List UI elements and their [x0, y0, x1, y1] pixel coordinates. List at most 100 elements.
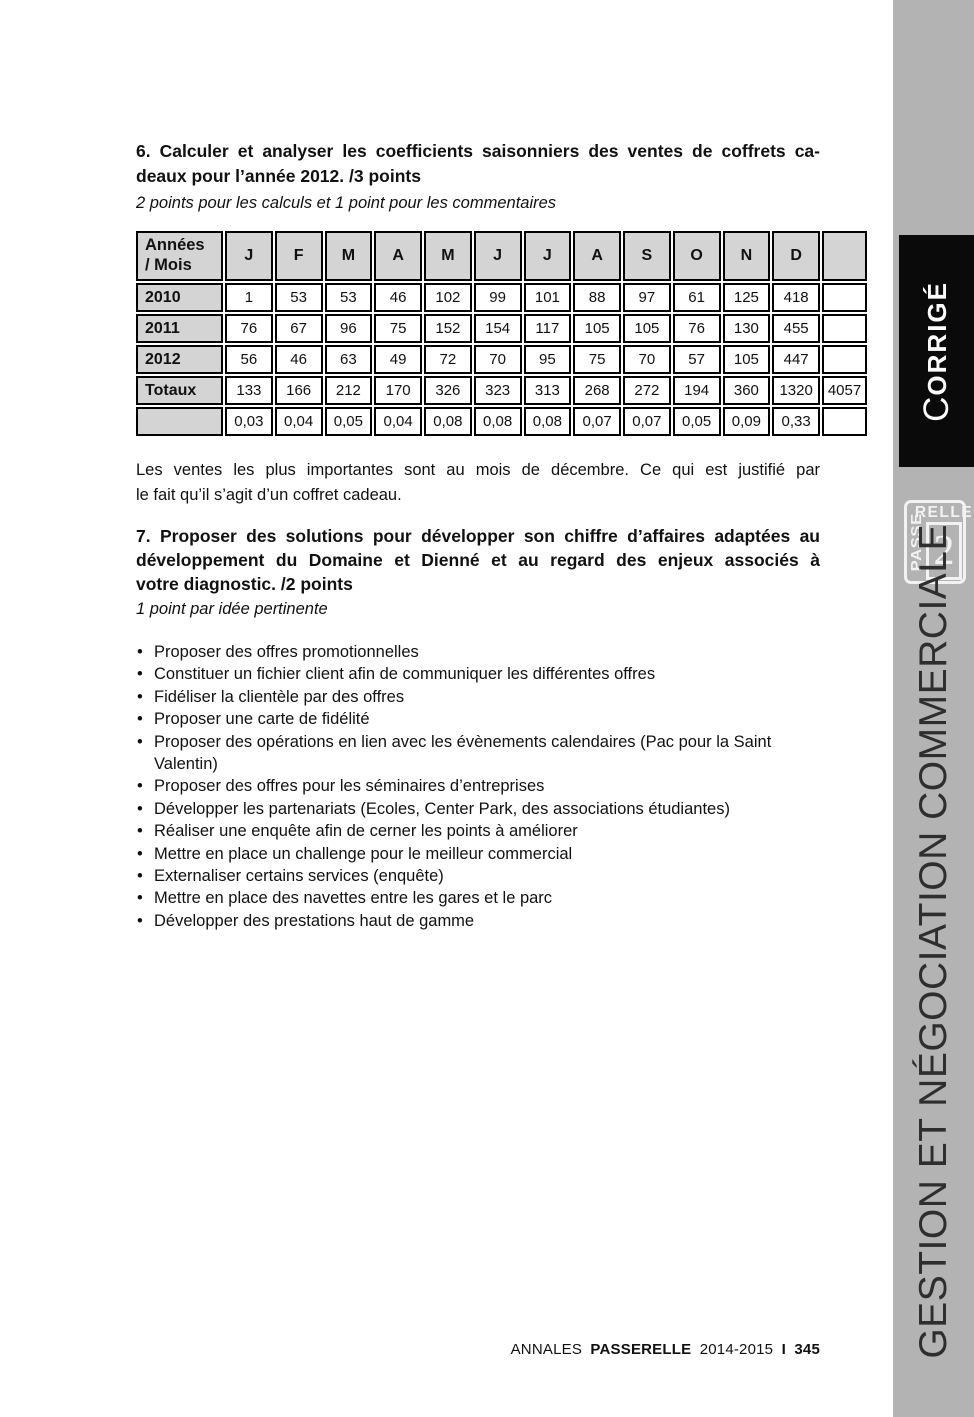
table-value-cell: 313 — [523, 376, 572, 405]
table-value-cell: 105 — [623, 314, 671, 343]
bullet-icon: • — [137, 643, 143, 661]
table-value-cell: 212 — [324, 376, 373, 405]
table-month-header: M — [424, 231, 472, 281]
table-month-header: J — [225, 231, 273, 281]
list-item-text: Mettre en place des navettes entre les g… — [154, 889, 553, 908]
table-value-cell: 323 — [473, 376, 522, 405]
table-month-header: A — [374, 231, 422, 281]
table-value-cell: 117 — [523, 314, 572, 343]
table-value-cell: 268 — [573, 376, 621, 405]
bullet-icon: • — [137, 777, 143, 796]
table-row-label: 2012 — [136, 345, 223, 374]
table-row-label: 2011 — [136, 314, 223, 343]
table-value-cell: 0,08 — [424, 407, 472, 436]
section-7-heading: 7. Proposer des solutions pour développe… — [136, 524, 820, 596]
section-7-heading-line-3: votre diagnostic. /2 points — [136, 574, 353, 594]
table-value-cell: 455 — [772, 314, 820, 343]
list-item: • Proposer une carte de fidélité — [136, 708, 826, 730]
table-month-header: J — [473, 231, 522, 281]
list-item: • Mettre en place des navettes entre les … — [136, 887, 826, 909]
footer-brand: PASSERELLE — [590, 1341, 692, 1358]
table-row-label: 2010 — [136, 283, 223, 312]
logo-relle-label: RELLE — [914, 503, 974, 521]
table-value-cell: 360 — [722, 376, 771, 405]
table-value-cell: 0,05 — [672, 407, 721, 436]
footer-years: 2014-2015 — [699, 1341, 774, 1358]
table-value-cell: 125 — [722, 283, 771, 312]
footer-separator: I — [781, 1341, 786, 1358]
table-value-cell: 49 — [374, 345, 422, 374]
vertical-title: GESTION ET NÉGOCIATION COMMERCIALE — [911, 524, 955, 1359]
bullet-icon: • — [137, 687, 143, 706]
table-value-cell: 67 — [274, 314, 323, 343]
bullet-icon: • — [137, 732, 143, 751]
table-value-cell: 0,04 — [374, 407, 422, 436]
comment-line-1: Les ventes les plus importantes sont au … — [136, 461, 820, 479]
bullet-icon: • — [137, 665, 143, 684]
table-month-header: J — [523, 231, 572, 281]
footer-annales-label: ANNALES — [510, 1341, 583, 1358]
table-value-cell: 53 — [274, 283, 323, 312]
table-value-cell: 101 — [523, 283, 572, 312]
section-7-heading-line-1: 7. Proposer des solutions pour développe… — [136, 526, 820, 546]
bullet-icon: • — [137, 822, 143, 841]
page-footer: ANNALES PASSERELLE 2014-2015 I 345 — [136, 1341, 820, 1358]
table-row-label — [136, 407, 223, 436]
table-value-cell: 272 — [623, 376, 671, 405]
table-value-cell: 0,08 — [473, 407, 522, 436]
table-value-cell: 152 — [424, 314, 472, 343]
table-month-header: A — [573, 231, 621, 281]
comment-paragraph: Les ventes les plus importantes sont au … — [136, 458, 820, 508]
table-value-cell — [822, 345, 867, 374]
table-value-cell: 75 — [573, 345, 621, 374]
table-value-cell: 56 — [225, 345, 273, 374]
table-month-header — [822, 231, 867, 281]
list-item: • Proposer des offres pour les séminaires… — [136, 775, 826, 797]
table-value-cell: 75 — [374, 314, 422, 343]
list-item: • Développer les partenariats (Ecoles, Ce… — [136, 798, 826, 820]
table-value-cell: 166 — [274, 376, 323, 405]
section-6-heading: 6. Calculer et analyser les coefficients… — [136, 139, 820, 189]
list-item-text: Proposer une carte de fidélité — [154, 710, 370, 729]
bullet-icon: • — [137, 710, 143, 729]
table-value-cell: 70 — [623, 345, 671, 374]
table-value-cell: 70 — [473, 345, 522, 374]
vertical-title-wrap: GESTION ET NÉGOCIATION COMMERCIALE — [893, 524, 974, 1359]
table-value-cell — [822, 314, 867, 343]
section-7-scoring-note: 1 point par idée pertinente — [136, 600, 328, 618]
table-month-header: F — [274, 231, 323, 281]
list-item-text: Proposer des opérations en lien avec les… — [154, 732, 772, 774]
section-6-scoring-note: 2 points pour les calculs et 1 point pou… — [136, 194, 557, 212]
page-number: 345 — [794, 1341, 820, 1358]
table-corner-header: Années / Mois — [136, 231, 223, 281]
list-item-text: Mettre en place un challenge pour le mei… — [154, 844, 573, 863]
ideas-list: • Proposer des offres promotionnelles • Con… — [136, 641, 826, 932]
table-value-cell: 88 — [573, 283, 621, 312]
list-item: • Fidéliser la clientèle par des offres — [136, 686, 826, 708]
list-item: • Proposer des offres promotionnelles — [136, 641, 826, 663]
table-value-cell: 46 — [274, 345, 323, 374]
section-6-heading-line-1: 6. Calculer et analyser les coefficients… — [136, 141, 820, 161]
passerelle-logo: PASSE RELLE 2 — [904, 500, 974, 584]
table-value-cell: 63 — [324, 345, 373, 374]
list-item: • Constituer un fichier client afin de co… — [136, 663, 826, 685]
table-value-cell — [822, 283, 867, 312]
bullet-icon: • — [137, 911, 143, 930]
list-item: • Externaliser certains services (enquête… — [136, 865, 826, 887]
sidebar: CORRIGÉ PASSE RELLE 2 GESTION ET NÉGOCIA… — [893, 0, 974, 1417]
table-value-cell: 447 — [772, 345, 820, 374]
list-item-text: Réaliser une enquête afin de cerner les … — [154, 822, 578, 841]
table-value-cell: 97 — [623, 283, 671, 312]
list-item-text: Constituer un fichier client afin de com… — [154, 665, 656, 684]
corrige-initial: C — [916, 395, 956, 422]
list-item-text: Externaliser certains services (enquête) — [154, 867, 444, 886]
table-value-cell: 0,05 — [324, 407, 373, 436]
table-value-cell: 76 — [225, 314, 273, 343]
section-7-heading-line-2: développement du Domaine et Dienné et au… — [136, 550, 820, 570]
comment-line-2: le fait qu’il s’agit d’un coffret cadeau… — [136, 486, 402, 504]
table-value-cell: 326 — [424, 376, 472, 405]
section-6-heading-line-2: deaux pour l’année 2012. /3 points — [136, 166, 421, 186]
table-value-cell: 105 — [573, 314, 621, 343]
table-value-cell: 0,04 — [274, 407, 323, 436]
list-item: • Proposer des opérations en lien avec le… — [136, 731, 826, 776]
